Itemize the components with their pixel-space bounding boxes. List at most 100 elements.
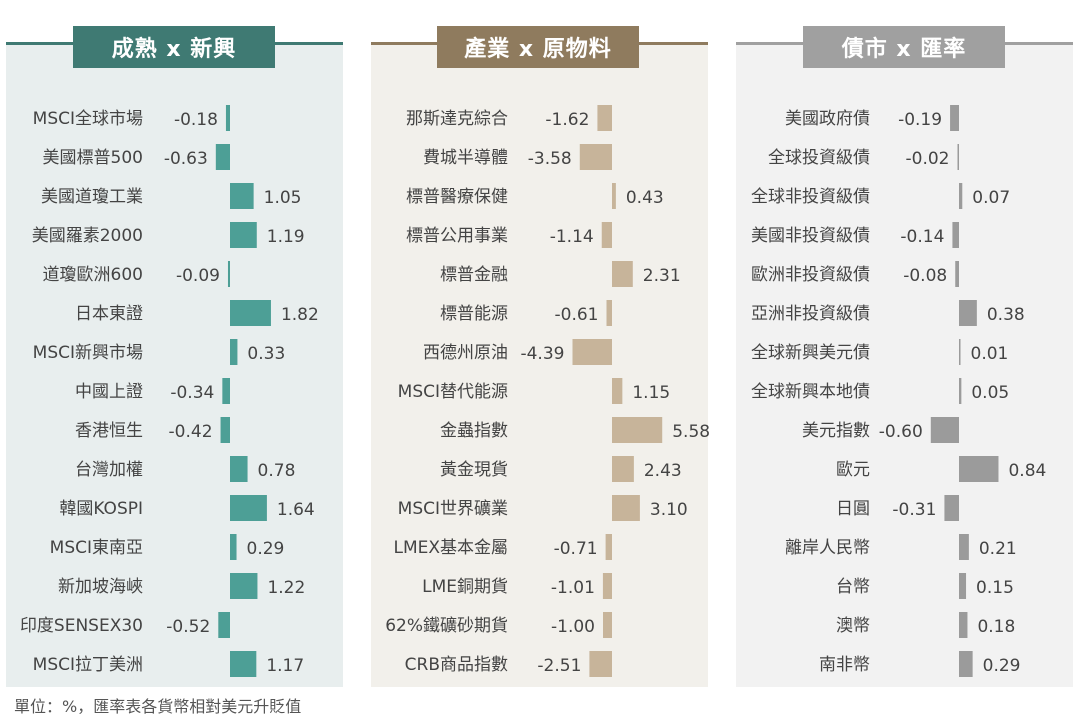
bar xyxy=(612,261,633,287)
category-label: 美國政府債 xyxy=(785,109,870,129)
data-label: 0.15 xyxy=(976,578,1014,598)
category-label: 歐洲非投資級債 xyxy=(751,265,870,285)
bar xyxy=(959,651,973,677)
data-label: 0.29 xyxy=(983,656,1021,676)
bar xyxy=(959,183,963,209)
data-label: 0.38 xyxy=(987,305,1025,325)
bar xyxy=(215,144,230,170)
category-label: 日本東證 xyxy=(75,304,143,324)
data-label: -0.34 xyxy=(170,383,214,403)
category-label: 美國道瓊工業 xyxy=(41,187,143,207)
category-label: MSCI東南亞 xyxy=(50,538,143,558)
data-label: -4.39 xyxy=(520,344,564,364)
panel-title-bond-fx: 債市 x 匯率 xyxy=(803,26,1005,68)
data-label: 0.29 xyxy=(247,539,285,559)
data-label: -0.61 xyxy=(555,305,599,325)
category-label: 中國上證 xyxy=(75,382,143,402)
category-label: 標普能源 xyxy=(440,304,508,324)
bar xyxy=(230,456,248,482)
category-label: 日圓 xyxy=(836,499,870,519)
data-label: 0.01 xyxy=(971,344,1009,364)
category-label: 新加坡海峽 xyxy=(58,577,143,597)
bar xyxy=(957,144,959,170)
data-label: 0.07 xyxy=(972,188,1010,208)
bar xyxy=(612,456,634,482)
category-label: MSCI世界礦業 xyxy=(398,499,508,519)
data-label: 3.10 xyxy=(650,500,688,520)
data-label: 1.17 xyxy=(266,656,304,676)
category-label: 費城半導體 xyxy=(423,148,508,168)
bar xyxy=(605,534,612,560)
category-label: 全球投資級債 xyxy=(768,148,870,168)
data-label: 1.15 xyxy=(632,383,670,403)
data-label: 0.43 xyxy=(626,188,664,208)
data-label: -0.60 xyxy=(879,422,923,442)
bar xyxy=(230,495,267,521)
data-label: -0.52 xyxy=(166,617,210,637)
bar xyxy=(230,183,254,209)
bar xyxy=(579,144,612,170)
category-label: 標普公用事業 xyxy=(406,226,508,246)
data-label: 1.64 xyxy=(277,500,315,520)
data-label: -1.00 xyxy=(551,617,595,637)
bar xyxy=(597,105,612,131)
panel-industry-commodity-bg xyxy=(371,44,708,687)
bar xyxy=(612,378,623,404)
data-label: 5.58 xyxy=(672,422,710,442)
bar xyxy=(930,417,959,443)
category-label: 金蟲指數 xyxy=(440,421,508,441)
category-label: 歐元 xyxy=(836,460,870,480)
bar xyxy=(612,417,663,443)
bar xyxy=(959,612,968,638)
data-label: -3.58 xyxy=(528,149,572,169)
data-label: -0.71 xyxy=(554,539,598,559)
bar xyxy=(959,456,999,482)
data-label: -0.18 xyxy=(174,110,218,130)
category-label: 全球非投資級債 xyxy=(751,187,870,207)
category-label: 離岸人民幣 xyxy=(785,538,870,558)
data-label: -0.02 xyxy=(906,149,950,169)
bar xyxy=(952,222,959,248)
category-label: 香港恒生 xyxy=(75,421,143,441)
category-label: 西德州原油 xyxy=(423,343,508,363)
bar xyxy=(230,222,257,248)
category-label: MSCI拉丁美洲 xyxy=(33,655,143,675)
data-label: -1.01 xyxy=(551,578,595,598)
category-label: 美國非投資級債 xyxy=(751,226,870,246)
bar xyxy=(230,339,238,365)
category-label: 62%鐵礦砂期貨 xyxy=(385,616,508,636)
category-label: 美國羅素2000 xyxy=(32,226,143,246)
data-label: 2.43 xyxy=(644,461,682,481)
category-label: 印度SENSEX30 xyxy=(20,616,143,636)
data-label: -0.31 xyxy=(892,500,936,520)
data-label: 0.84 xyxy=(1008,461,1046,481)
data-label: 2.31 xyxy=(643,266,681,286)
category-label: 台幣 xyxy=(836,577,870,597)
category-label: 標普醫療保健 xyxy=(406,187,508,207)
data-label: 0.21 xyxy=(979,539,1017,559)
data-label: -0.63 xyxy=(164,149,208,169)
category-label: 標普金融 xyxy=(440,265,508,285)
category-label: 台灣加權 xyxy=(75,460,143,480)
bar xyxy=(220,417,230,443)
category-label: 道瓊歐洲600 xyxy=(43,265,143,285)
panel-bond-fx-bg xyxy=(736,44,1073,687)
data-label: -1.62 xyxy=(545,110,589,130)
data-label: 0.05 xyxy=(971,383,1009,403)
bar xyxy=(218,612,230,638)
data-label: -0.08 xyxy=(903,266,947,286)
category-label: 黃金現貨 xyxy=(440,460,508,480)
bar xyxy=(612,183,616,209)
bar xyxy=(606,300,612,326)
bar xyxy=(602,573,612,599)
panel-title-mature-emerging: 成熟 x 新興 xyxy=(73,26,275,68)
bar xyxy=(222,378,230,404)
data-label: -0.42 xyxy=(169,422,213,442)
data-label: 1.19 xyxy=(267,227,305,247)
category-label: 美元指數 xyxy=(802,421,870,441)
category-label: 美國標普500 xyxy=(43,148,143,168)
category-label: 韓國KOSPI xyxy=(59,499,143,519)
category-label: CRB商品指數 xyxy=(405,655,508,675)
data-label: 0.33 xyxy=(247,344,285,364)
